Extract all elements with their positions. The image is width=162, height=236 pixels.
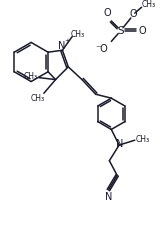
Text: CH₃: CH₃ (31, 94, 45, 103)
Text: O: O (129, 9, 137, 19)
Text: +: + (64, 38, 70, 44)
Text: N: N (105, 192, 112, 202)
Text: CH₃: CH₃ (141, 0, 156, 9)
Text: N: N (116, 139, 124, 149)
Text: S: S (118, 26, 124, 36)
Text: CH₃: CH₃ (136, 135, 150, 144)
Text: CH₃: CH₃ (24, 72, 38, 81)
Text: O: O (139, 26, 146, 36)
Text: ⁻O: ⁻O (95, 44, 108, 54)
Text: CH₃: CH₃ (71, 30, 85, 39)
Text: O: O (104, 8, 111, 18)
Text: N: N (58, 41, 65, 51)
